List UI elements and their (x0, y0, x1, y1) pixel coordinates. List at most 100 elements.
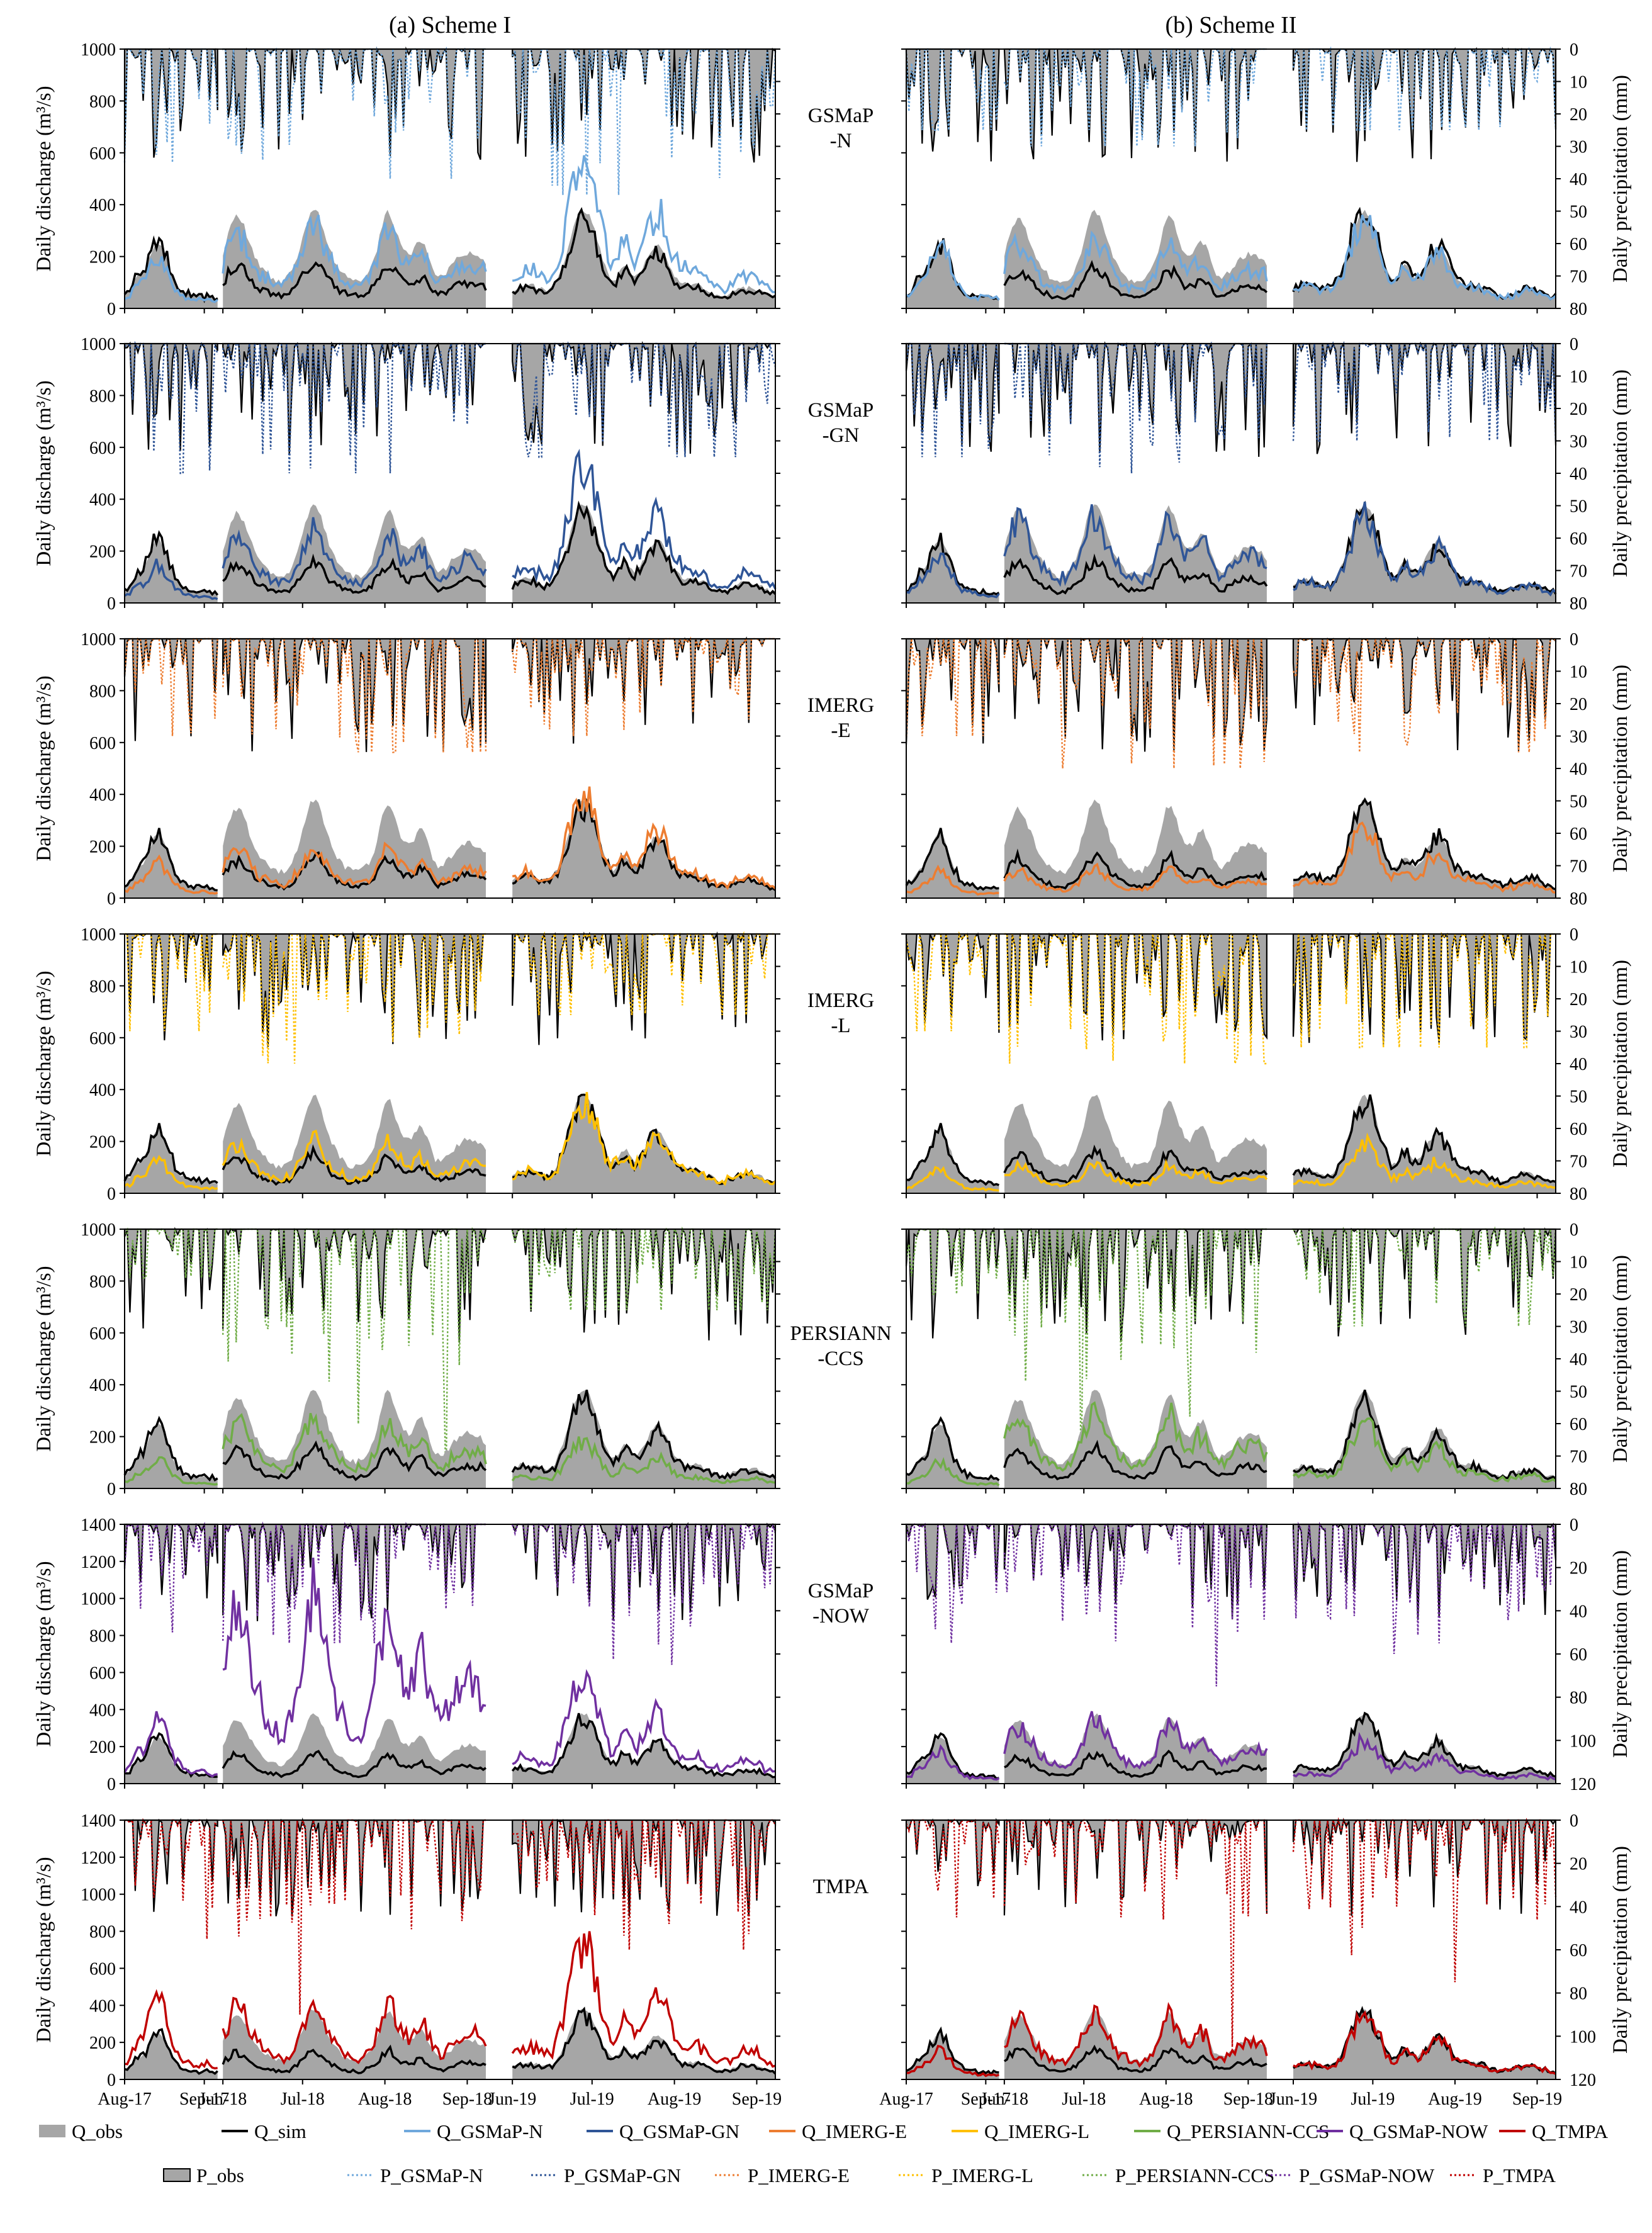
q-sim-line (123, 1123, 218, 1185)
q-obs-area (1004, 799, 1267, 898)
q-product-line (512, 786, 777, 891)
p-obs-series (123, 341, 218, 451)
q-obs-area (223, 2009, 486, 2079)
p-product-series (1292, 340, 1557, 442)
q-obs-area (1293, 2009, 1556, 2079)
q-product-line (1003, 230, 1268, 295)
q-product-line (222, 517, 487, 588)
y-left-tick-label: 400 (89, 1081, 116, 1100)
q-product-line (512, 1092, 777, 1186)
p-product-series (905, 1818, 1000, 1918)
y-right-axis-title: Daily precipitation (mm) (1609, 960, 1632, 1167)
q-sim-line (511, 1713, 776, 1779)
q-obs-area (125, 1128, 218, 1193)
y-right-tick-label: 0 (1570, 1220, 1578, 1240)
q-obs-area (512, 2009, 775, 2079)
y-right-tick-label: 100 (1570, 1731, 1596, 1751)
q-sim-line (512, 797, 777, 891)
y-left-tick-label: 800 (89, 92, 116, 111)
p-obs-series (1292, 340, 1557, 454)
p-product-series (223, 47, 486, 179)
y-right-tick-label: 60 (1570, 1941, 1587, 1960)
y-right-tick-label: 50 (1570, 792, 1587, 812)
y-right-tick-label: 80 (1570, 1480, 1587, 1499)
legend-label: P_PERSIANN-CCS (1115, 2164, 1274, 2186)
legend-label: Q_obs (72, 2120, 123, 2142)
p-obs-series (905, 1523, 1000, 1600)
p-obs-series (1003, 636, 1267, 752)
p-product-series (125, 932, 218, 1032)
q-product-line (906, 1744, 1000, 1781)
y-right-tick-label: 0 (1570, 925, 1578, 945)
q-sim-line (1004, 1750, 1267, 1778)
p-product-series (1004, 341, 1268, 474)
y-left-tick-label: 1000 (81, 1220, 116, 1240)
q-product-line (1003, 1711, 1268, 1770)
y-left-axis-title: Daily discharge (m³/s) (33, 1857, 55, 2042)
q-product-line (511, 1436, 776, 1484)
p-product-series (222, 1817, 486, 2015)
y-right-tick-label: 80 (1570, 594, 1587, 614)
y-left-tick-label: 200 (89, 248, 116, 267)
q-sim-line (1003, 1144, 1268, 1186)
q-obs-area (1293, 1094, 1556, 1193)
y-left-axis-title: Daily discharge (m³/s) (33, 675, 55, 861)
x-tick-label: Jun-18 (981, 2090, 1028, 2109)
panel-GSMaP-NOW-scheme-2: 0 20 40 60 80 100 120 (901, 1516, 1596, 1794)
legend-item: Q_GSMaP-NOW (1317, 2120, 1488, 2142)
p-obs-series (1003, 1818, 1267, 1916)
q-product-line (1293, 2010, 1556, 2075)
q-product-line (512, 155, 776, 295)
q-obs-area (223, 1713, 486, 1784)
y-left-tick-label: 200 (89, 1133, 116, 1152)
q-obs-area (125, 833, 218, 898)
q-product-line (1004, 2002, 1268, 2068)
row-label-line: -CCS (818, 1347, 863, 1370)
row-label-line: -L (831, 1015, 850, 1037)
q-product-line (906, 1456, 1000, 1487)
legend-label: P_obs (196, 2164, 244, 2186)
y-right-tick-label: 20 (1570, 1285, 1587, 1305)
y-right-tick-label: 30 (1570, 432, 1587, 452)
legend-label: P_GSMaP-NOW (1299, 2164, 1435, 2186)
y-left-tick-label: 400 (89, 1701, 116, 1720)
y-right-tick-label: 20 (1570, 1855, 1587, 1874)
legend-item: Q_IMERG-L (952, 2120, 1089, 2142)
q-sim-line (124, 2028, 218, 2075)
q-sim-line (1003, 848, 1267, 891)
y-right-tick-label: 80 (1570, 1689, 1587, 1708)
y-right-tick-label: 50 (1570, 203, 1587, 222)
row-label-GSMaP-NOW: GSMaP -NOW (808, 1580, 874, 1628)
p-obs-series (512, 1522, 777, 1621)
q-sim-line (511, 1389, 777, 1480)
legend-item: P_obs (163, 2164, 244, 2186)
panel-frame (906, 48, 1556, 309)
legend-label: P_TMPA (1483, 2164, 1556, 2186)
legend-item: P_GSMaP-N (347, 2164, 483, 2186)
legend-label: P_GSMaP-N (380, 2164, 483, 2186)
p-product-series (512, 931, 775, 1016)
q-product-line (222, 215, 487, 290)
y-right-tick-label: 60 (1570, 1645, 1587, 1665)
y-right-tick-label: 40 (1570, 464, 1587, 484)
p-product-series (123, 1521, 218, 1633)
legend-item: P_PERSIANN-CCS (1082, 2164, 1274, 2186)
q-sim-line (1003, 2044, 1267, 2073)
q-sim-line (512, 2006, 777, 2075)
legend-item: P_TMPA (1450, 2164, 1556, 2186)
y-right-tick-label: 10 (1570, 1253, 1587, 1273)
p-obs-series (222, 1817, 486, 1917)
y-left-tick-label: 600 (89, 1324, 116, 1344)
x-tick-label: Sep-19 (1512, 2090, 1562, 2109)
y-left-tick-label: 1400 (81, 1516, 116, 1535)
y-right-axis-title: Daily precipitation (mm) (1609, 1550, 1632, 1758)
x-tick-label: Jun-19 (488, 2090, 536, 2109)
y-right-tick-label: 50 (1570, 1383, 1587, 1402)
legend-item: Q_obs (39, 2120, 123, 2142)
x-tick-label: Jul-19 (570, 2090, 614, 2109)
q-obs-area (1293, 1390, 1556, 1488)
p-product-series (1292, 636, 1556, 753)
legend-label: Q_sim (254, 2120, 306, 2142)
